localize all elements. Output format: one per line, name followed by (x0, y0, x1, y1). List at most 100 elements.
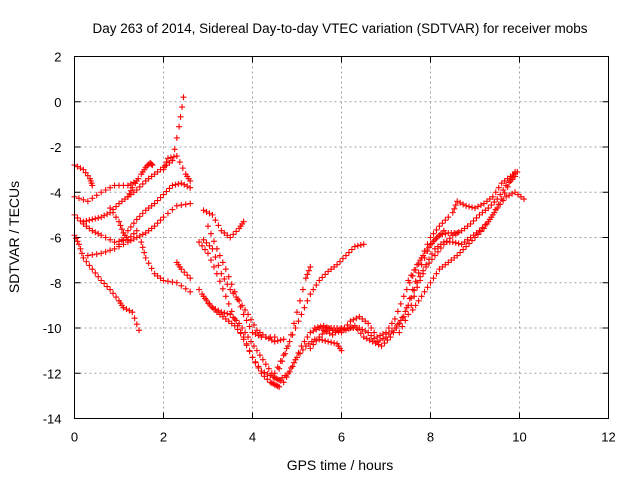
data-point (86, 217, 93, 224)
data-point (310, 286, 317, 293)
y-tick-label: -8 (50, 276, 62, 291)
data-point (437, 230, 444, 237)
data-point (299, 346, 306, 353)
data-point (178, 180, 185, 187)
data-point (248, 338, 255, 345)
data-point (283, 374, 290, 381)
data-point (127, 187, 134, 194)
data-point (288, 364, 295, 371)
data-point (207, 230, 214, 237)
data-point (77, 165, 84, 172)
data-point (167, 154, 174, 161)
data-point (474, 231, 481, 238)
data-point (354, 326, 361, 333)
data-point (184, 272, 191, 279)
data-point (305, 267, 312, 274)
data-point (98, 214, 105, 221)
data-point (504, 183, 511, 190)
data-point (509, 190, 516, 197)
data-point (170, 153, 177, 160)
data-point (124, 227, 131, 234)
data-point (479, 224, 486, 231)
data-point (411, 266, 418, 273)
data-point (451, 205, 458, 212)
data-point (92, 269, 99, 276)
data-point (133, 321, 140, 328)
data-point (93, 251, 100, 258)
data-point (163, 159, 170, 166)
data-point (139, 244, 146, 251)
data-point (428, 240, 435, 247)
data-point (426, 244, 433, 251)
data-point (145, 260, 152, 267)
data-point (78, 250, 85, 257)
data-point (396, 329, 403, 336)
data-point (399, 314, 406, 321)
x-tick-label: 4 (249, 430, 256, 445)
data-point (347, 318, 354, 325)
data-point (399, 323, 406, 330)
data-point (289, 363, 296, 370)
data-point (135, 175, 142, 182)
data-point (173, 202, 180, 209)
data-point (136, 327, 143, 334)
data-point (316, 277, 323, 284)
data-point (440, 227, 447, 234)
data-point (75, 195, 82, 202)
data-point (242, 329, 249, 336)
data-point (307, 263, 314, 270)
data-point (200, 207, 207, 214)
data-point (466, 203, 473, 210)
data-point (390, 329, 397, 336)
data-point (427, 234, 434, 241)
data-point (154, 220, 161, 227)
data-point (161, 162, 168, 169)
data-point (434, 248, 441, 255)
data-point (334, 261, 341, 268)
data-point (113, 203, 120, 210)
data-point (228, 308, 235, 315)
data-point (310, 328, 317, 335)
x-tick-label: 12 (601, 430, 615, 445)
data-point (169, 157, 176, 164)
data-point (102, 248, 109, 255)
data-point (417, 257, 424, 264)
data-point (127, 180, 134, 187)
data-point (322, 328, 329, 335)
data-point (133, 216, 140, 223)
data-point (164, 155, 171, 162)
data-point (199, 242, 206, 249)
data-point (139, 180, 146, 187)
data-point (249, 354, 256, 361)
data-point (417, 277, 424, 284)
data-point (133, 227, 140, 234)
data-point (415, 260, 422, 267)
data-point (133, 234, 140, 241)
data-point (298, 343, 305, 350)
y-tick-label: -12 (43, 366, 62, 381)
data-point (472, 234, 478, 241)
data-point (291, 359, 298, 366)
data-point (130, 179, 137, 186)
data-point (219, 259, 226, 266)
data-point (154, 197, 161, 204)
x-tick-label: 10 (512, 430, 526, 445)
data-point (196, 286, 203, 293)
data-point (187, 177, 194, 184)
data-point (178, 266, 185, 273)
data-point (311, 325, 318, 331)
data-point (482, 221, 489, 228)
y-axis-label: SDTVAR / TECUs (6, 181, 22, 293)
data-point (92, 229, 99, 236)
data-point (160, 166, 167, 173)
data-point (403, 286, 410, 293)
data-point (234, 296, 241, 303)
data-point (345, 249, 352, 256)
data-point (351, 243, 358, 250)
data-point (262, 361, 269, 368)
data-point (368, 332, 375, 339)
data-point (307, 291, 314, 298)
data-point (455, 229, 462, 236)
data-point (151, 223, 158, 230)
